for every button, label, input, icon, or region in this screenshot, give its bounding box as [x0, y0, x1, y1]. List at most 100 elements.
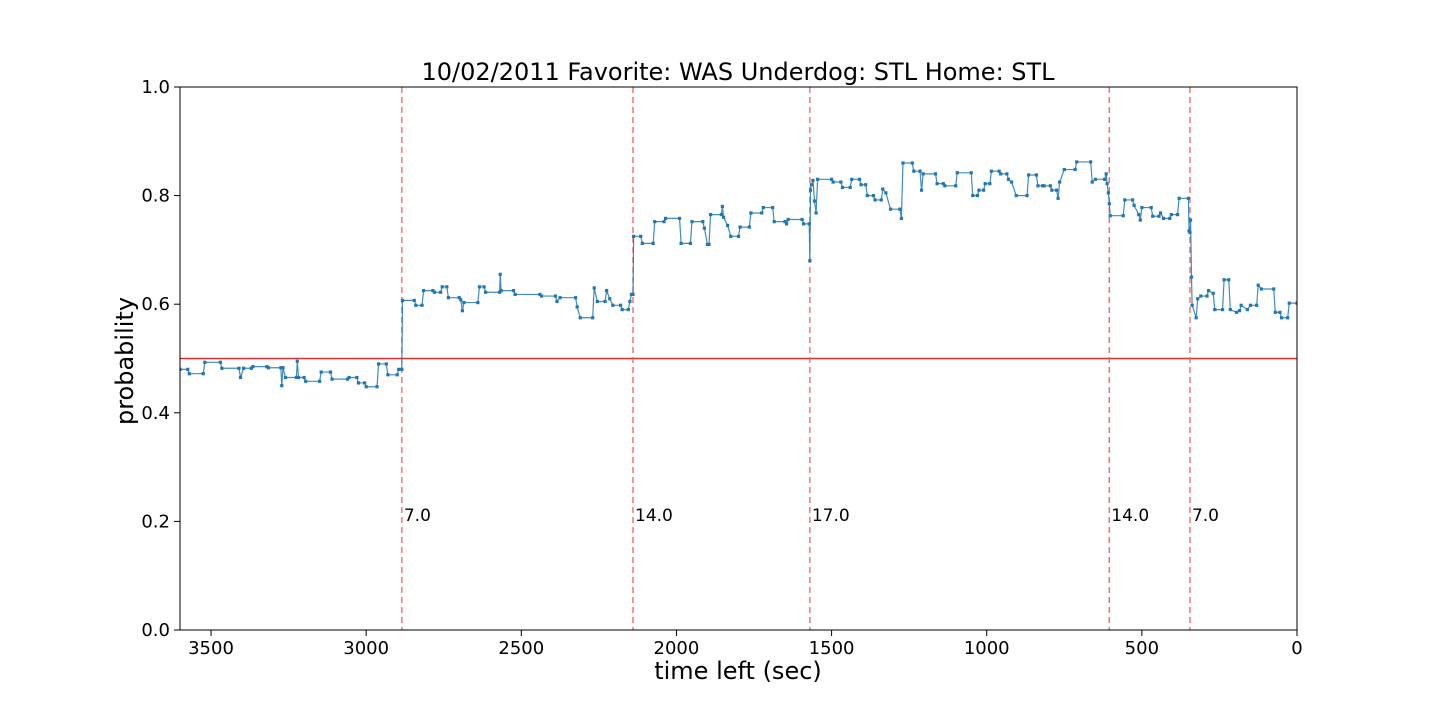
data-point [912, 169, 916, 173]
x-tick-label: 1500 [809, 638, 855, 659]
data-point [1123, 198, 1127, 202]
data-point [771, 205, 775, 210]
data-point [935, 182, 939, 186]
data-point [237, 366, 241, 370]
data-point [628, 299, 632, 304]
data-point [1027, 173, 1031, 177]
data-point [439, 290, 443, 294]
data-point [679, 241, 683, 245]
data-point [180, 367, 182, 371]
data-point [859, 183, 863, 187]
data-point [888, 207, 893, 211]
data-point [1168, 216, 1172, 221]
data-point [1227, 278, 1231, 282]
data-point [1089, 160, 1093, 164]
data-point [865, 194, 869, 198]
data-point [1205, 294, 1209, 298]
y-tick-label: 0.0 [141, 620, 170, 641]
data-point [690, 220, 694, 224]
data-point [1005, 172, 1009, 176]
data-point [800, 217, 804, 222]
data-point [538, 292, 542, 297]
data-point [1228, 308, 1232, 312]
data-point [857, 177, 862, 181]
data-point [295, 359, 299, 363]
data-point [1239, 303, 1243, 307]
data-point [921, 172, 925, 176]
data-point [808, 188, 813, 192]
vertical-markers: 7.0 14.0 17.0 14.0 7.0 [401, 87, 1219, 630]
data-point [294, 375, 298, 380]
data-point [1279, 316, 1284, 320]
x-tick-label: 3500 [188, 638, 234, 659]
data-point [280, 384, 284, 388]
data-point [971, 194, 975, 198]
data-point [1186, 196, 1191, 200]
data-point [513, 292, 517, 297]
data-point [701, 220, 705, 224]
data-point [1287, 301, 1291, 305]
data-point [829, 177, 834, 181]
data-point [1286, 316, 1290, 320]
data-point [457, 296, 461, 300]
data-point [1157, 214, 1161, 218]
data-point [1042, 184, 1046, 188]
data-point [720, 204, 724, 209]
data-point [871, 194, 876, 198]
data-point [1140, 205, 1144, 210]
data-point [363, 381, 367, 385]
data-point [1048, 184, 1052, 188]
data-point [555, 299, 559, 304]
data-point [553, 294, 558, 298]
data-point [848, 185, 852, 190]
data-point [605, 289, 609, 293]
data-point [1103, 177, 1107, 181]
data-point [238, 375, 243, 380]
data-point [738, 225, 742, 229]
data-point [302, 375, 306, 380]
data-point [1196, 297, 1200, 301]
data-point [445, 285, 449, 289]
data-point [476, 300, 480, 305]
data-point [477, 285, 482, 289]
data-point [1107, 202, 1111, 206]
data-point [747, 225, 751, 229]
data-point [364, 385, 368, 389]
data-point [1132, 203, 1136, 207]
data-point [632, 234, 636, 238]
data-point [499, 289, 503, 293]
data-point [879, 198, 883, 202]
data-point [1104, 172, 1108, 176]
x-tick-label: 2000 [654, 638, 700, 659]
data-point [1137, 213, 1141, 217]
data-point [999, 172, 1003, 176]
data-point [677, 216, 682, 221]
data-point [591, 316, 595, 320]
data-point [969, 171, 973, 175]
data-point [1273, 310, 1277, 314]
data-point [432, 290, 437, 294]
data-point [318, 379, 322, 383]
y-tick-label: 1.0 [141, 77, 170, 98]
data-point [989, 169, 993, 173]
data-point [1073, 167, 1077, 172]
data-point [1050, 188, 1054, 192]
data-point [873, 198, 877, 202]
data-point [578, 316, 582, 320]
data-point [400, 298, 405, 302]
data-point [1161, 216, 1166, 221]
data-point [1199, 294, 1203, 298]
data-point [1213, 308, 1217, 312]
data-point [386, 373, 390, 377]
data-point [539, 294, 544, 298]
data-point [376, 362, 381, 366]
data-point [375, 385, 379, 389]
data-point [786, 217, 790, 222]
data-point [574, 296, 578, 300]
data-point [397, 367, 401, 371]
data-point [626, 308, 630, 312]
data-point [608, 297, 612, 301]
y-tick-label: 0.8 [141, 186, 170, 207]
